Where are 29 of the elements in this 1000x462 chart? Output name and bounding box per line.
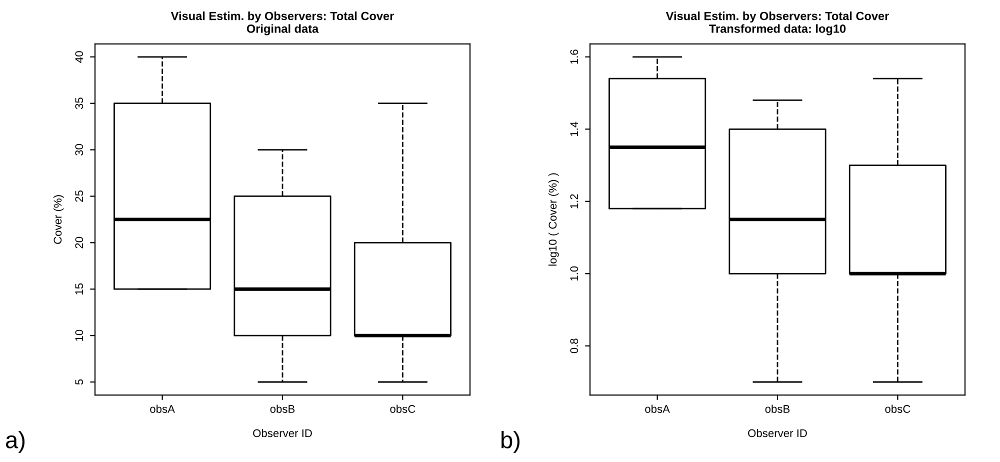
y-tick-label: 1.4: [570, 122, 578, 136]
y-tick-label: 25: [75, 190, 84, 202]
y-tick-label: 30: [75, 144, 84, 156]
text: b): [502, 431, 520, 454]
y-tick-label: 1.2: [570, 194, 578, 208]
y-tick-label: 40: [75, 51, 84, 63]
y-tick-label: 35: [75, 98, 84, 110]
y-tick-label: 15: [75, 283, 84, 294]
y-tick-label: 20: [75, 236, 84, 248]
y-tick-label: 1.6: [570, 50, 578, 64]
x-tick-label: obsC: [885, 404, 910, 413]
chart-title: Visual Estim. by Observers: Total Cover: [170, 12, 394, 23]
y-tick-label: 10: [75, 330, 84, 341]
y-axis-title: Cover (%): [53, 195, 64, 244]
text: a): [6, 431, 25, 454]
y-axis-title: log10 ( Cover (%) ): [548, 173, 559, 266]
y-tick-label: 5: [75, 379, 84, 385]
x-axis-title: Observer ID: [748, 428, 807, 438]
y-tick-label: 1.0: [570, 266, 578, 281]
chart-subtitle: Transformed data: log10: [709, 24, 846, 36]
chart-subtitle: Original data: [246, 24, 319, 36]
x-tick-label: obsB: [765, 404, 790, 413]
y-tick-label: 0.8: [570, 338, 578, 354]
x-tick-label: obsA: [150, 404, 175, 413]
chart-title: Visual Estim. by Observers: Total Cover: [666, 12, 889, 23]
x-tick-label: obsC: [390, 404, 416, 413]
x-axis-title: Observer ID: [253, 428, 312, 438]
x-tick-label: obsB: [270, 404, 295, 413]
x-tick-label: obsA: [645, 404, 670, 413]
